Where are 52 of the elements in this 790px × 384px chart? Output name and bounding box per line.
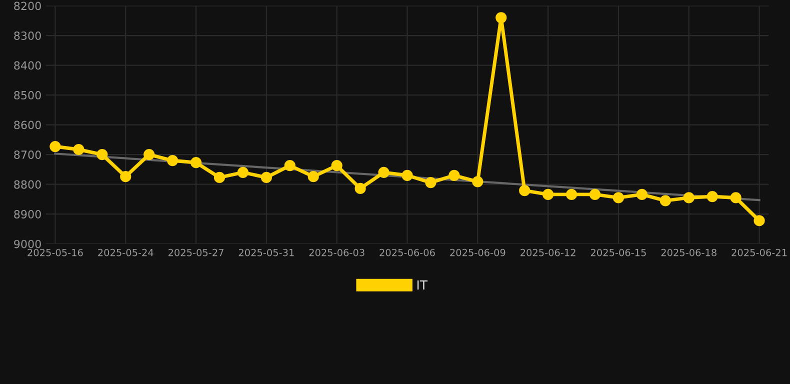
point — [237, 166, 249, 178]
x-tick-label: 2025-06-03 — [309, 248, 364, 256]
point — [144, 149, 155, 160]
point — [589, 188, 601, 200]
x-tick-label: 2025-06-18 — [661, 248, 716, 256]
point — [542, 188, 554, 200]
point — [402, 170, 413, 181]
point — [214, 172, 226, 184]
x-tick-label: 2025-05-24 — [98, 248, 154, 256]
y-tick-label: 8800 — [14, 180, 41, 189]
point — [73, 144, 84, 156]
x-tick-label: 2025-06-12 — [520, 248, 576, 256]
point — [120, 171, 132, 182]
y-tick-label: 8300 — [14, 31, 41, 40]
point — [308, 171, 319, 182]
x-tick-label: 2025-06-09 — [450, 248, 506, 256]
point — [50, 140, 61, 152]
y-tick-label: 8500 — [14, 91, 41, 100]
point — [378, 166, 390, 178]
point — [660, 195, 671, 206]
point — [754, 215, 765, 226]
y-tick-label: 8900 — [14, 210, 41, 218]
point — [683, 192, 694, 204]
y-tick-label: 8200 — [14, 2, 41, 10]
y-tick-label: 8700 — [14, 150, 41, 159]
point — [284, 160, 296, 172]
legend-label: IT — [417, 280, 428, 290]
y-tick-label: 9000 — [14, 240, 41, 248]
point — [730, 192, 742, 204]
point — [260, 172, 272, 184]
y-tick-label: 8400 — [14, 61, 41, 70]
y-tick-label: 8600 — [14, 120, 41, 130]
point — [331, 160, 342, 172]
x-tick-label: 2025-06-15 — [590, 248, 646, 256]
x-tick-label: 2025-06-06 — [380, 248, 435, 256]
x-tick-label: 2025-05-27 — [168, 248, 224, 256]
point — [636, 188, 648, 200]
point — [354, 182, 366, 194]
point — [425, 176, 436, 188]
x-tick-label: 2025-05-16 — [28, 248, 83, 256]
point — [472, 176, 484, 188]
point — [706, 190, 718, 202]
point — [519, 185, 530, 196]
x-tick-label: 2025-06-21 — [732, 248, 787, 256]
point — [496, 12, 507, 24]
point — [96, 149, 108, 160]
x-tick-label: 2025-05-31 — [238, 248, 294, 256]
point — [448, 170, 460, 181]
point — [612, 192, 624, 204]
point — [566, 188, 578, 200]
point — [166, 154, 178, 166]
point — [190, 157, 202, 168]
